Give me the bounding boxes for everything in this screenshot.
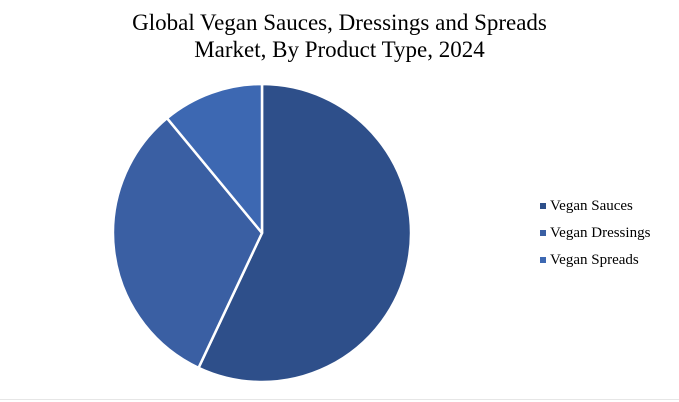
legend-swatch-vegan-dressings	[540, 229, 546, 236]
legend-swatch-vegan-sauces	[540, 202, 546, 209]
pie-slice-vegan-sauces	[197, 82, 413, 384]
legend-swatch-vegan-spreads	[540, 256, 546, 263]
pie-slice-vegan-spreads	[165, 82, 264, 235]
chart-title: Global Vegan Sauces, Dressings and Sprea…	[0, 9, 679, 63]
chart-title-line-2: Market, By Product Type, 2024	[194, 37, 485, 62]
pie-slice-vegan-dressings	[111, 116, 264, 370]
legend-item-vegan-dressings: Vegan Dressings	[540, 224, 650, 251]
legend-label-vegan-spreads: Vegan Spreads	[550, 252, 639, 268]
legend-item-vegan-spreads: Vegan Spreads	[540, 251, 650, 278]
legend-item-vegan-sauces: Vegan Sauces	[540, 197, 650, 224]
chart-title-line-1: Global Vegan Sauces, Dressings and Sprea…	[132, 10, 547, 35]
bottom-divider	[0, 399, 679, 400]
legend-label-vegan-sauces: Vegan Sauces	[550, 198, 633, 214]
legend-label-vegan-dressings: Vegan Dressings	[550, 225, 651, 241]
chart-legend: Vegan Sauces Vegan Dressings Vegan Sprea…	[540, 197, 650, 278]
